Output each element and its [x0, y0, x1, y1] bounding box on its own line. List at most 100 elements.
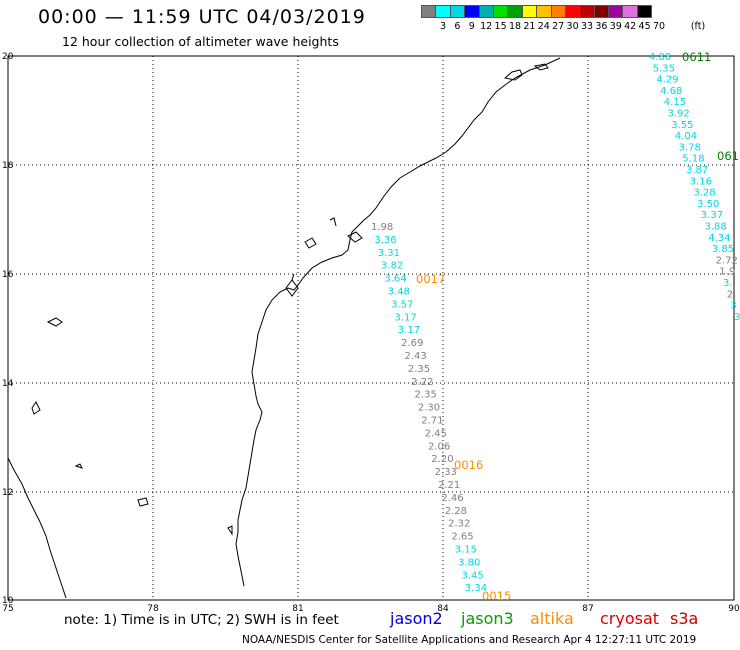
footer-credit: NOAA/NESDIS Center for Satellite Applica…: [242, 634, 697, 646]
swh-value: 3.50: [697, 199, 719, 210]
scale-label: 30: [566, 21, 579, 32]
swh-value: 3.36: [374, 235, 396, 246]
scale-label: 39: [609, 21, 622, 32]
footer-note: note: 1) Time is in UTC; 2) SWH is in fe…: [64, 612, 339, 628]
swh-value: 3.37: [701, 210, 723, 221]
color-scale-bar: [421, 5, 653, 18]
legend-cryosat: cryosat: [600, 609, 660, 628]
legend-jason3: jason3: [461, 609, 514, 628]
swh-value: 2.21: [438, 480, 460, 491]
swh-value: 3.64: [384, 274, 406, 285]
swh-value: 2.45: [425, 428, 447, 439]
time-label: 0017: [416, 272, 445, 286]
swh-value: 2.43: [405, 351, 427, 362]
lat-tick-label: 12: [2, 488, 13, 498]
swh-value: 2.30: [418, 403, 440, 414]
lat-tick-label: 20: [2, 52, 14, 62]
swh-value: 4.34: [708, 233, 730, 244]
swh-value: 3.17: [398, 325, 420, 336]
swh-value: 2.69: [401, 338, 423, 349]
swh-value: 1.98: [371, 222, 393, 233]
axis-labels: 75 78 81 84 87 90 20 18 16 14 12 10: [2, 52, 740, 614]
lat-tick-label: 10: [2, 596, 14, 606]
swh-value: 3.16: [690, 176, 712, 187]
swh-value: 2.65: [451, 532, 473, 543]
lat-tick-label: 18: [2, 161, 14, 171]
scale-label: 12: [480, 21, 493, 32]
time-label: 0611: [682, 50, 711, 64]
lon-tick-label: 81: [292, 604, 303, 614]
lat-tick-label: 14: [2, 379, 14, 389]
scale-label: 21: [523, 21, 536, 32]
lon-tick-label: 84: [437, 604, 449, 614]
swh-value: 3.88: [705, 222, 727, 233]
legend-s3a: s3a: [670, 609, 699, 628]
lon-tick-label: 90: [728, 604, 740, 614]
scale-label: 36: [595, 21, 608, 32]
swh-value: 2.35: [415, 390, 437, 401]
scale-label: 6: [454, 21, 461, 32]
scale-label: 70: [652, 21, 666, 32]
lat-lon-grid: [8, 56, 734, 600]
altimeter-tracks: 1.98 3.36 3.31 3.82 3.64 3.483.57 3.17 3.17 2.69…: [371, 50, 740, 603]
swh-value: 3.55: [671, 120, 693, 131]
swh-value: 3.15: [455, 545, 477, 556]
swh-value: 3.17: [394, 312, 416, 323]
swh-value: 2.72: [716, 255, 738, 266]
scale-label: 3: [439, 21, 447, 32]
lon-tick-label: 78: [147, 604, 159, 614]
swh-value: 3.87: [686, 165, 708, 176]
time-label: 0015: [482, 589, 511, 603]
swh-value: 3.80: [458, 557, 480, 568]
scale-label: 42: [624, 21, 637, 32]
scale-label: 18: [508, 21, 522, 32]
swh-value: 2.: [727, 289, 737, 300]
scale-label: 27: [552, 21, 565, 32]
swh-value: 2.28: [445, 506, 467, 517]
swh-value: 5.35: [653, 63, 675, 74]
map-title: 00:00 — 11:59 UTC 04/03/2019: [38, 6, 366, 28]
scale-label: 24: [537, 21, 550, 32]
scale-label: 33: [580, 21, 594, 32]
swh-value: 3.92: [668, 109, 690, 120]
coastline: [7, 57, 561, 599]
swh-value: 4.29: [656, 75, 678, 86]
swh-value: 3.28: [693, 188, 715, 199]
lon-tick-label: 87: [582, 604, 593, 614]
scale-label: 45: [638, 21, 651, 32]
lat-tick-label: 16: [2, 270, 14, 280]
swh-value: 3.78: [679, 142, 701, 153]
swh-value: 2.22: [411, 377, 433, 388]
swh-value: 2.06: [428, 441, 450, 452]
time-label: 061: [717, 149, 739, 163]
swh-value: 1.9: [719, 267, 735, 278]
swh-value: 4.04: [675, 131, 697, 142]
swh-value: 2.33: [435, 467, 457, 478]
swh-value: 2.46: [441, 493, 463, 504]
map-subtitle: 12 hour collection of altimeter wave hei…: [62, 34, 339, 49]
swh-value: 2.20: [431, 454, 453, 465]
swh-value: 4.68: [660, 86, 682, 97]
lon-tick-label: 75: [2, 604, 13, 614]
swh-value: 3.34: [465, 583, 487, 594]
swh-value: 4.15: [664, 97, 686, 108]
swh-value: 2.32: [448, 519, 470, 530]
swh-value: 3.85: [712, 244, 734, 255]
time-label: 0016: [454, 458, 483, 472]
swh-value: 2.71: [421, 416, 443, 427]
color-scale-labels: 3 6 9 12 15 18 21 24 27 30 33 36 39 42 45 70 (ft): [421, 21, 740, 33]
swh-value: 3.31: [378, 248, 400, 259]
swh-value: 5.18: [682, 154, 704, 165]
swh-value: 3.48: [388, 287, 410, 298]
swh-value: 4.88: [649, 52, 671, 63]
legend-jason2: jason2: [390, 609, 443, 628]
swh-value: 3.82: [381, 261, 403, 272]
legend-altika: altika: [530, 609, 574, 628]
swh-value: 3: [734, 312, 740, 323]
swh-value: 3.: [723, 278, 733, 289]
swh-value: 2.35: [408, 364, 430, 375]
map-frame: [7, 55, 735, 601]
scale-label: 15: [494, 21, 507, 32]
swh-value: 3: [730, 301, 736, 312]
